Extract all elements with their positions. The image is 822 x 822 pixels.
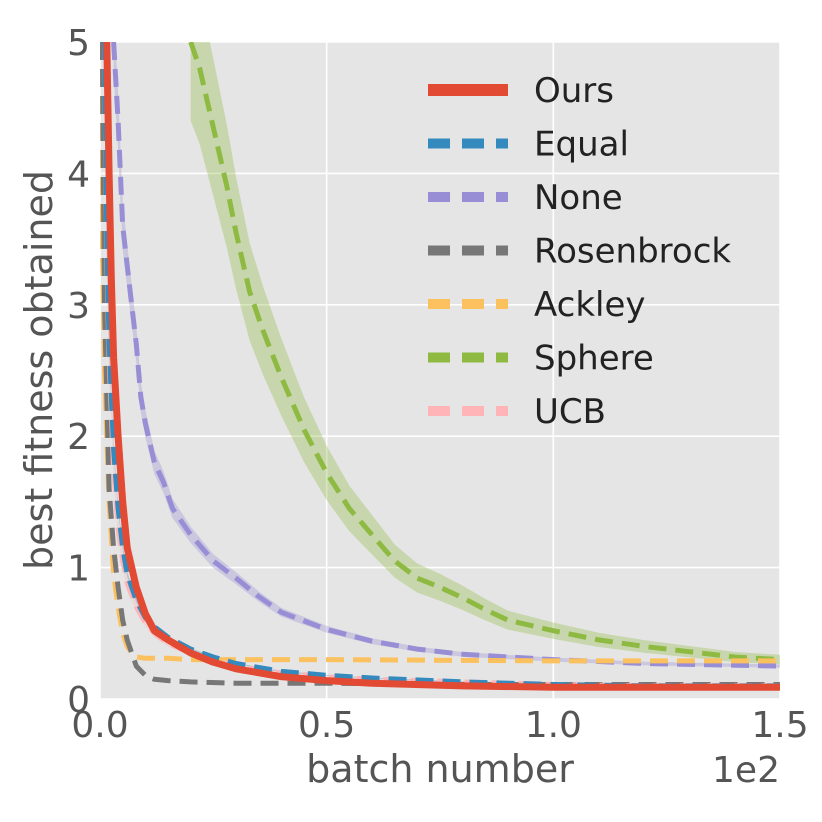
x-tick-label: 1.0: [525, 705, 582, 746]
series-lines: [100, 42, 780, 691]
x-tick-labels: 0.0 0.5 1.0 1.5: [71, 705, 808, 746]
legend-label-rosenbrock: Rosenbrock: [534, 232, 731, 272]
x-tick-label: 1.5: [751, 705, 808, 746]
series-line-sphere: [188, 42, 780, 663]
band-sphere: [190, 42, 780, 665]
legend-label-sphere: Sphere: [534, 339, 654, 379]
y-axis-label: best fitness obtained: [17, 170, 61, 570]
y-tick-label: 4: [67, 154, 90, 195]
plot-background: [100, 42, 780, 699]
legend-label-ackley: Ackley: [534, 285, 646, 325]
legend-label-none: None: [534, 178, 623, 218]
legend-label-ours: Ours: [534, 71, 614, 111]
legend-label-equal: Equal: [534, 125, 629, 165]
y-tick-label: 5: [67, 23, 90, 64]
grid-lines: [99, 41, 781, 700]
legend: Ours Equal None Rosenbrock Ackley Sphere UCB: [428, 71, 731, 432]
legend-label-ucb: UCB: [534, 392, 606, 432]
y-tick-label: 3: [67, 286, 90, 327]
x-tick-label: 0.5: [298, 705, 355, 746]
y-tick-label: 2: [67, 417, 90, 458]
x-axis-label: batch number: [306, 747, 574, 791]
y-tick-label: 0: [67, 680, 90, 721]
x-offset-label: 1e2: [712, 750, 780, 791]
y-tick-label: 1: [67, 549, 90, 590]
series-line-ours: [103, 42, 780, 691]
confidence-bands: [104, 42, 780, 688]
x-tick-label: 0.0: [71, 705, 128, 746]
series-line-none: [111, 42, 780, 669]
y-tick-labels: 0 1 2 3 4 5: [67, 23, 90, 721]
